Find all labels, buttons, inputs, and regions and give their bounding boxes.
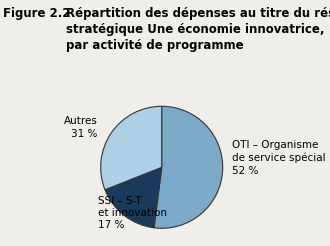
Text: Autres
31 %: Autres 31 %: [64, 116, 98, 139]
Text: Figure 2.2: Figure 2.2: [3, 7, 71, 20]
Wedge shape: [154, 106, 223, 228]
Text: Répartition des dépenses au titre du résultat
stratégique Une économie innovatri: Répartition des dépenses au titre du rés…: [66, 7, 330, 52]
Text: SSI – S-T
et innovation
17 %: SSI – S-T et innovation 17 %: [98, 196, 167, 231]
Text: OTI – Organisme
de service spécial
52 %: OTI – Organisme de service spécial 52 %: [232, 140, 325, 176]
Wedge shape: [105, 167, 162, 228]
Wedge shape: [101, 106, 162, 190]
